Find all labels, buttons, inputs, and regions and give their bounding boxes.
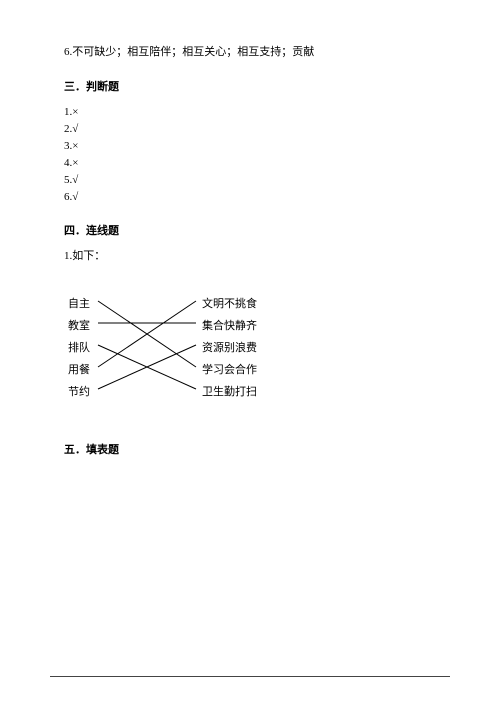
section-5-title: 五．填表题 <box>64 441 440 457</box>
judgment-item: 5.√ <box>64 172 440 189</box>
match-right-item: 文明不挑食 <box>202 295 257 311</box>
judgment-item: 1.× <box>64 104 440 121</box>
judgment-item: 6.√ <box>64 189 440 206</box>
question-item-6: 6.不可缺少；相互陪伴；相互关心；相互支持；贡献 <box>64 44 440 62</box>
match-left-item: 教室 <box>68 317 90 333</box>
match-right-item: 卫生勤打扫 <box>202 383 257 399</box>
judgment-item: 3.× <box>64 138 440 155</box>
match-left-item: 节约 <box>68 383 90 399</box>
match-left-item: 自主 <box>68 295 90 311</box>
section-4-title: 四．连线题 <box>64 222 440 238</box>
match-left-item: 排队 <box>68 339 90 355</box>
judgment-list: 1.× 2.√ 3.× 4.× 5.√ 6.√ <box>64 104 440 206</box>
section-4-subtitle: 1.如下： <box>64 248 440 266</box>
footer-divider <box>50 676 450 677</box>
match-right-item: 集合快静齐 <box>202 317 257 333</box>
section-3-title: 三．判断题 <box>64 78 440 94</box>
judgment-item: 4.× <box>64 155 440 172</box>
match-left-item: 用餐 <box>68 361 90 377</box>
match-right-item: 资源别浪费 <box>202 339 257 355</box>
judgment-item: 2.√ <box>64 121 440 138</box>
matching-diagram: 自主 教室 排队 用餐 节约 文明不挑食 集合快静齐 资源别浪费 学习会合作 卫… <box>62 287 342 407</box>
match-right-item: 学习会合作 <box>202 361 257 377</box>
